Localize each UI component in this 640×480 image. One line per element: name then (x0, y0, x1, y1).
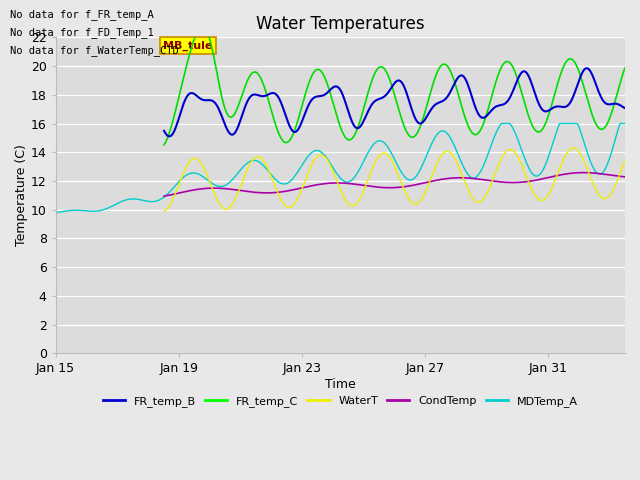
Text: No data for f_WaterTemp_CTD: No data for f_WaterTemp_CTD (10, 45, 179, 56)
Text: No data for f_FD_Temp_1: No data for f_FD_Temp_1 (10, 27, 154, 38)
Text: MB_tule: MB_tule (163, 41, 212, 51)
Y-axis label: Temperature (C): Temperature (C) (15, 144, 28, 246)
Text: No data for f_FR_temp_A: No data for f_FR_temp_A (10, 9, 154, 20)
Legend: FR_temp_B, FR_temp_C, WaterT, CondTemp, MDTemp_A: FR_temp_B, FR_temp_C, WaterT, CondTemp, … (99, 391, 582, 411)
X-axis label: Time: Time (325, 378, 356, 391)
Title: Water Temperatures: Water Temperatures (256, 15, 425, 33)
